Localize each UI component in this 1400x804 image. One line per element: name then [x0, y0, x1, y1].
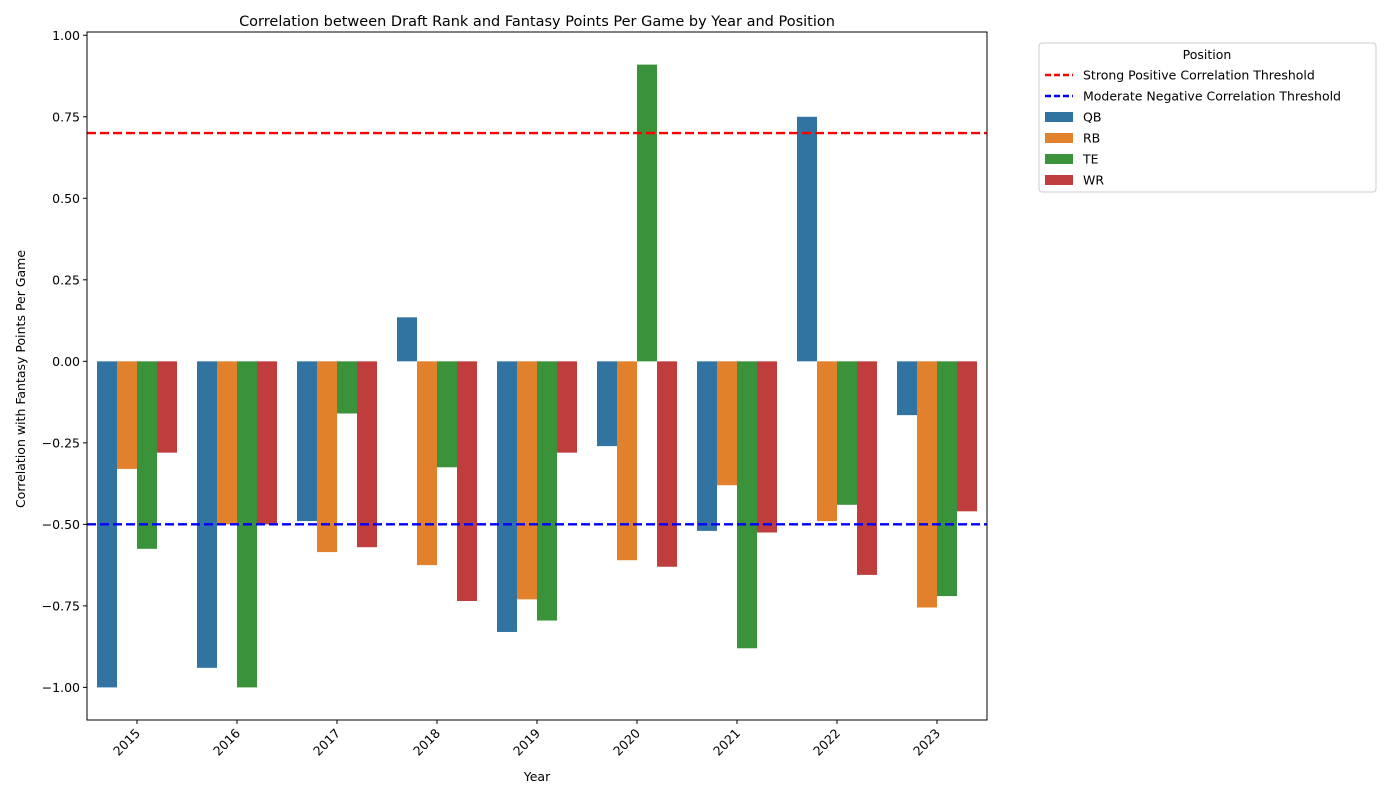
x-tick-label: 2019 — [510, 725, 543, 758]
bar-te-2015 — [137, 361, 157, 549]
legend-label: WR — [1083, 173, 1104, 188]
legend: Position Strong Positive Correlation Thr… — [1038, 42, 1377, 193]
bar-qb-2023 — [897, 361, 917, 416]
bar-te-2017 — [337, 361, 357, 414]
x-tick-label: 2016 — [210, 725, 243, 758]
y-tick-label: −0.50 — [42, 517, 80, 532]
legend-swatch-rb — [1045, 133, 1073, 143]
bar-rb-2021 — [717, 361, 737, 486]
x-axis-label: Year — [523, 769, 551, 784]
x-tick-label: 2023 — [910, 726, 943, 759]
bar-rb-2023 — [917, 361, 937, 608]
legend-swatch-qb — [1045, 112, 1073, 122]
bar-qb-2019 — [497, 361, 517, 632]
bar-te-2021 — [737, 361, 757, 649]
legend-swatch-wr — [1045, 175, 1073, 185]
plot-area: −1.00 −0.75 −0.50 −0.25 0.00 0.25 0.50 0.75 1.00… — [42, 28, 988, 759]
bar-wr-2023 — [957, 361, 977, 512]
x-tick-label: 2015 — [110, 726, 143, 759]
bar-qb-2021 — [697, 361, 717, 531]
y-tick-label: 1.00 — [52, 28, 80, 43]
bar-wr-2022 — [857, 361, 877, 575]
legend-label: Moderate Negative Correlation Threshold — [1083, 89, 1341, 104]
bar-wr-2019 — [557, 361, 577, 453]
bar-rb-2018 — [417, 361, 437, 566]
chart-title: Correlation between Draft Rank and Fanta… — [239, 14, 835, 30]
y-tick-label: −1.00 — [42, 680, 80, 695]
legend-label: Strong Positive Correlation Threshold — [1083, 68, 1315, 83]
legend-label: RB — [1083, 131, 1100, 146]
x-tick-label: 2021 — [710, 726, 743, 759]
bar-wr-2016 — [257, 361, 277, 525]
x-tick-label: 2017 — [310, 726, 343, 759]
bar-rb-2019 — [517, 361, 537, 600]
legend-label: TE — [1082, 152, 1099, 167]
legend-label: QB — [1083, 110, 1101, 125]
legend-frame — [1038, 42, 1377, 193]
bar-wr-2015 — [157, 361, 177, 453]
bar-wr-2021 — [757, 361, 777, 533]
y-tick-label: 0.00 — [52, 354, 80, 369]
bar-te-2023 — [937, 361, 957, 597]
y-tick-label: 0.50 — [52, 191, 80, 206]
y-axis-label: Correlation with Fantasy Points Per Game — [13, 250, 28, 508]
legend-swatch-te — [1045, 154, 1073, 164]
bar-qb-2018 — [397, 317, 417, 362]
x-tick-label: 2022 — [810, 726, 843, 759]
bar-rb-2016 — [217, 361, 237, 525]
bar-wr-2018 — [457, 361, 477, 601]
y-tick-label: −0.75 — [42, 598, 80, 613]
y-tick-label: 0.75 — [52, 109, 80, 124]
bar-te-2022 — [837, 361, 857, 505]
bar-rb-2020 — [617, 361, 637, 561]
x-tick-label: 2020 — [610, 725, 643, 758]
bar-wr-2020 — [657, 361, 677, 567]
bar-rb-2017 — [317, 361, 337, 553]
bar-qb-2022 — [797, 116, 817, 362]
bar-qb-2017 — [297, 361, 317, 522]
bar-te-2020 — [637, 64, 657, 362]
legend-title: Position — [1183, 47, 1232, 62]
bar-te-2019 — [537, 361, 557, 621]
bar-qb-2016 — [197, 361, 217, 668]
bar-rb-2022 — [817, 361, 837, 522]
y-tick-label: 0.25 — [52, 272, 80, 287]
y-tick-label: −0.25 — [42, 435, 80, 450]
bar-wr-2017 — [357, 361, 377, 548]
bar-te-2018 — [437, 361, 457, 468]
x-tick-label: 2018 — [410, 725, 443, 758]
bar-qb-2020 — [597, 361, 617, 447]
bar-rb-2015 — [117, 361, 137, 469]
